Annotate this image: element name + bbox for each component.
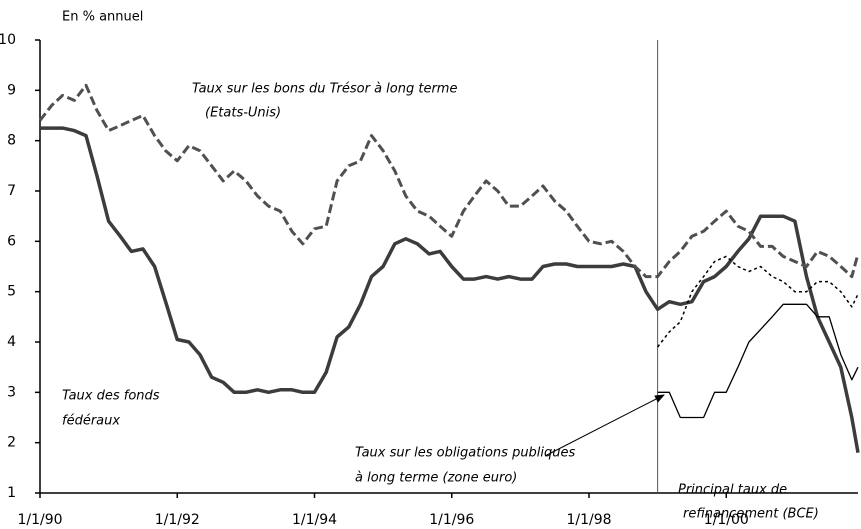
series-label: fédéraux xyxy=(62,414,120,429)
x-tick-label: 1/1/00 xyxy=(704,512,749,528)
y-tick-label: 6 xyxy=(7,233,16,249)
x-tick-label: 1/1/90 xyxy=(17,512,62,528)
series-line xyxy=(657,303,859,419)
series-line xyxy=(657,255,859,348)
series-line xyxy=(38,83,860,279)
series-line xyxy=(40,126,860,454)
y-tick-label: 10 xyxy=(0,32,16,48)
y-tick-label: 9 xyxy=(7,82,16,98)
y-tick-label: 1 xyxy=(7,485,16,501)
x-tick-label: 1/1/98 xyxy=(566,512,611,528)
y-tick-label: 5 xyxy=(7,284,16,300)
series-label: Taux des fonds xyxy=(62,389,160,404)
y-tick-label: 7 xyxy=(7,183,16,199)
y-tick-label: 4 xyxy=(7,334,16,350)
series-label: Taux sur les obligations publiques xyxy=(355,446,576,461)
x-tick-label: 1/1/92 xyxy=(155,512,200,528)
series-label: (Etats-Unis) xyxy=(205,106,281,121)
series-label: refinancement (BCE) xyxy=(683,507,819,522)
series-label: Principal taux de xyxy=(678,483,787,498)
y-tick-label: 3 xyxy=(7,384,16,400)
y-axis-label: En % annuel xyxy=(62,10,143,25)
y-tick-label: 8 xyxy=(7,133,16,149)
x-tick-label: 1/1/96 xyxy=(429,512,474,528)
annotation-arrow xyxy=(544,394,665,457)
series-label: Taux sur les bons du Trésor à long terme xyxy=(192,82,457,97)
x-tick-label: 1/1/94 xyxy=(292,512,337,528)
y-tick-label: 2 xyxy=(7,435,16,451)
series-label: à long terme (zone euro) xyxy=(355,471,517,486)
